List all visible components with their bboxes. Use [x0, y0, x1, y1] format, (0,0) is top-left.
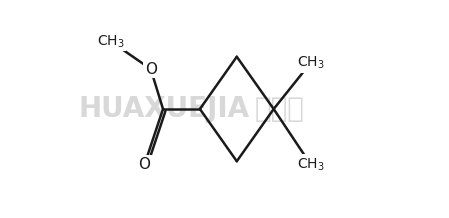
Text: CH$_3$: CH$_3$: [297, 156, 325, 172]
Text: HUAXUEJIA: HUAXUEJIA: [78, 95, 249, 123]
Text: CH$_3$: CH$_3$: [297, 55, 325, 71]
Text: CH$_3$: CH$_3$: [97, 33, 124, 49]
Text: O: O: [139, 157, 150, 172]
Text: O: O: [145, 61, 157, 77]
Text: 化学加: 化学加: [255, 95, 305, 123]
